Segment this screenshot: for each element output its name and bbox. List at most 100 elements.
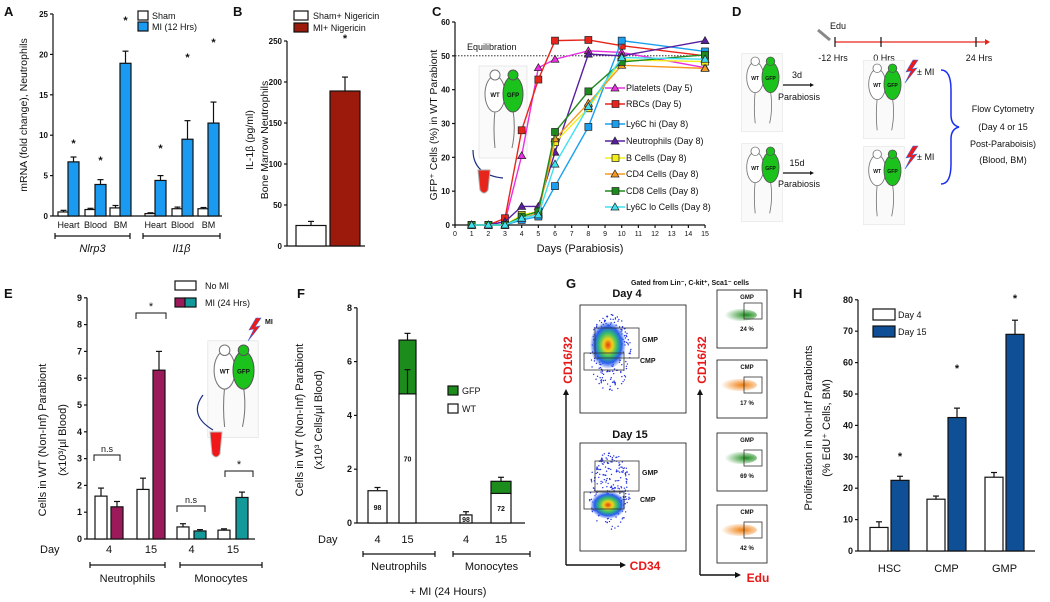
event-dot (598, 468, 600, 471)
wt-percent-label: 98 (374, 505, 382, 512)
mice-frame (741, 143, 783, 223)
legend-swatch (137, 21, 149, 32)
event-dot (611, 314, 614, 316)
y-tick-label: 30 (441, 120, 450, 129)
event-dot (590, 481, 593, 483)
event-dot (607, 452, 610, 455)
data-point (550, 54, 560, 63)
event-dot (612, 318, 614, 321)
gfp-mouse-head (507, 69, 519, 81)
category-label: HSC (878, 563, 901, 575)
event-dot (598, 367, 600, 369)
event-dot (620, 382, 623, 385)
event-dot (624, 492, 627, 495)
event-dot (602, 373, 605, 376)
parabiosis-mice-icon: WT GFP (207, 340, 259, 438)
event-dot (606, 485, 608, 488)
data-point (517, 201, 527, 210)
data-point (551, 182, 559, 190)
gfp-label: GFP (887, 169, 898, 175)
event-dot (614, 318, 617, 320)
event-dot (616, 316, 619, 318)
y-axis-label: (% EdU⁺ Cells, BM) (821, 379, 833, 477)
significance-star: * (898, 451, 903, 463)
group-label: Il1β (173, 243, 192, 255)
x-tick-label: 10 (618, 231, 626, 238)
bar-mi (119, 62, 132, 217)
equilibration-label: Equilibration (467, 42, 517, 52)
bar-mi (235, 496, 249, 540)
event-dot (625, 471, 628, 473)
edu-gate (743, 449, 763, 467)
event-dot (603, 461, 605, 464)
data-point (467, 220, 477, 229)
data-point (584, 36, 593, 44)
significance-star: * (955, 363, 960, 375)
y-axis-label: Cells in WT (Non-Inf) Parabiont (294, 344, 306, 497)
event-dot (601, 457, 603, 459)
event-dot (609, 370, 611, 373)
y-tick-label: 20 (39, 50, 48, 59)
significance-star: * (98, 155, 103, 167)
y-axis-label-cd16-32: CD16/32 (561, 336, 575, 384)
event-dot (608, 388, 611, 391)
wt-percent-label: 72 (497, 506, 505, 513)
y-tick-label: 10 (441, 187, 450, 196)
category-label: BM (202, 220, 216, 230)
y-tick-label: 60 (441, 18, 450, 27)
y-tick-label: 0 (278, 242, 283, 251)
y-tick-label: 2 (77, 480, 82, 490)
event-dot (613, 372, 615, 375)
event-dot (601, 370, 604, 372)
legend-swatch (137, 10, 149, 21)
event-dot (610, 518, 612, 521)
density-cloud (721, 309, 757, 321)
legend-label: CD8 Cells (Day 8) (626, 186, 699, 196)
arrowhead (735, 572, 741, 578)
event-dot (625, 335, 628, 338)
event-dot (599, 473, 601, 475)
event-dot (628, 352, 630, 355)
legend-marker (610, 83, 620, 92)
y-tick-label: 5 (44, 172, 49, 181)
event-dot (618, 467, 620, 469)
legend-label: MI (12 Hrs) (152, 22, 197, 32)
gfp-mouse-head (887, 149, 898, 159)
event-dot (610, 485, 613, 487)
y-tick-label: 0 (446, 221, 451, 230)
event-dot (609, 486, 612, 488)
density-cloud (721, 452, 757, 464)
y-tick-label: 200 (269, 78, 283, 87)
density-cloud (590, 491, 626, 519)
event-dot (602, 486, 604, 489)
timeline-arrowhead (985, 39, 990, 45)
x-axis-label-cd34: CD34 (630, 559, 661, 573)
event-dot (607, 462, 609, 465)
panel-label-d: D (732, 4, 741, 19)
event-dot (627, 342, 629, 345)
bar-gfp (490, 480, 512, 495)
y-axis-label: GFP⁺ Cells (%) in WT Parabiont (428, 50, 440, 201)
event-dot (596, 466, 598, 468)
event-dot (599, 367, 602, 369)
y-tick-label: 250 (269, 37, 283, 46)
event-dot (625, 365, 628, 367)
y-tick-label: 50 (843, 389, 853, 399)
category-label: Blood (84, 220, 107, 230)
y-tick-label: 6 (77, 373, 82, 383)
event-dot (596, 375, 599, 378)
event-dot (605, 470, 608, 472)
legend-label: Ly6C lo Cells (Day 8) (626, 202, 711, 212)
event-dot (621, 325, 624, 328)
data-point (583, 101, 593, 110)
mi-label: ± MI (917, 152, 934, 162)
legend-marker (611, 100, 620, 108)
data-point (533, 62, 543, 72)
bar-day15 (1005, 333, 1025, 552)
data-point (584, 123, 593, 131)
data-point (517, 213, 527, 222)
event-dot (619, 521, 622, 523)
duration-label: 15d (789, 158, 804, 168)
bar-sham (144, 212, 157, 217)
legend-label: B Cells (Day 8) (626, 153, 687, 163)
